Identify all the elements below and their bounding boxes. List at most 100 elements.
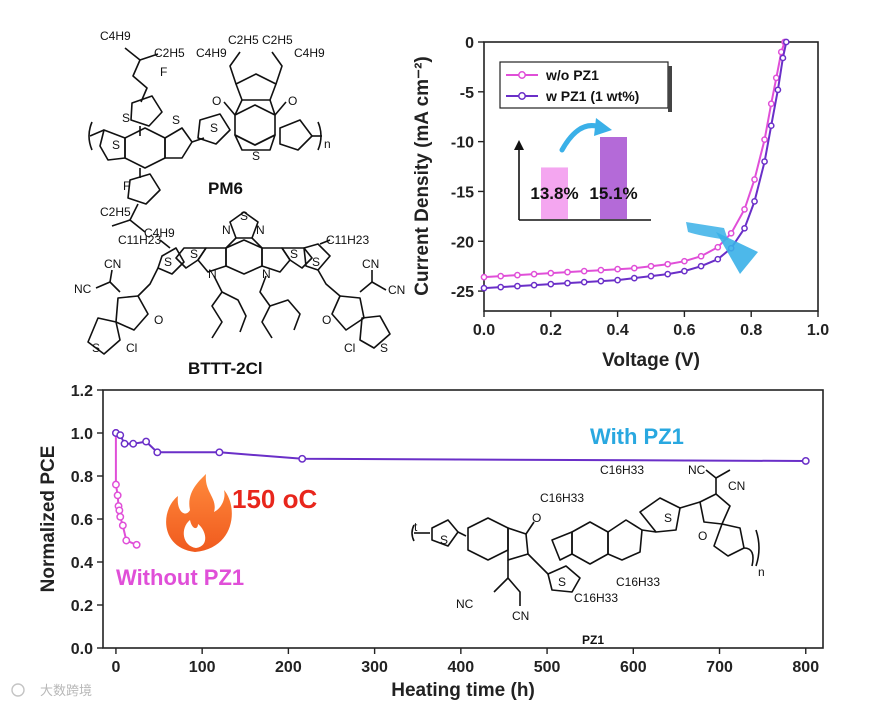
jv-chart: 0.0 0.2 0.4 0.6 0.8 1.0 0 -5 -10 -15 -20 -25 Voltag…	[412, 35, 829, 371]
pz1-atom-c16h33-3: C16H33	[616, 575, 660, 589]
jv-series-1-point-6	[580, 278, 588, 286]
st-series-0-line	[114, 433, 137, 546]
pm6-atom-f-1: F	[160, 65, 167, 79]
jv-xtick-label-3: 0.6	[673, 322, 695, 339]
bttt-atom-c11h23-left: C11H23	[118, 233, 161, 247]
st-xtick-label-1: 100	[189, 659, 216, 676]
bttt-atom-s-1: S	[164, 255, 172, 269]
st-xtick-label-8: 800	[792, 659, 819, 676]
st-series-0-point-1	[111, 480, 120, 489]
jv-series-1-point-18	[761, 158, 768, 165]
jv-series-0-point-8	[614, 265, 621, 273]
jv-series-1-point-9	[630, 274, 638, 282]
bttt-atom-s-2: S	[190, 247, 198, 261]
pz1-atom-s-1: S	[440, 533, 448, 547]
pz1-atom-c16h33-4: C16H33	[574, 591, 618, 605]
legend-label-without: w/o PZ1	[545, 67, 599, 83]
watermark-text: 大数跨境	[40, 684, 92, 699]
jv-series-0-point-13	[697, 252, 705, 260]
pz1-atom-t: t	[414, 520, 418, 534]
bttt-atom-s-6: S	[380, 341, 388, 355]
pm6-atom-f-2: F	[123, 179, 130, 193]
pz1-name: PZ1	[582, 633, 604, 647]
bttt-atom-cl-2: Cl	[344, 341, 355, 355]
inset-y-arrow	[514, 140, 524, 150]
st-ytick-label-5: 1.0	[71, 426, 93, 443]
st-ytick-label-1: 0.2	[71, 598, 93, 615]
st-series-1-point-3	[129, 439, 138, 448]
st-xtick-label-3: 300	[361, 659, 388, 676]
bttt-atom-n-3: N	[208, 267, 217, 281]
st-series-0-point-6	[118, 521, 127, 530]
pz1-atom-cn-1: CN	[512, 609, 529, 623]
st-ytick-label-0: 0.0	[71, 641, 93, 658]
jv-series-0-point-7	[597, 266, 605, 274]
jv-ylabel: Current Density (mA cm⁻²)	[412, 56, 433, 295]
bttt-name: BTTT-2Cl	[188, 359, 263, 378]
pm6-atom-c4h9-4: C4H9	[144, 226, 175, 240]
pz1-atom-o-2: O	[698, 529, 707, 543]
st-series-1-point-8	[801, 457, 810, 465]
bttt-atom-cn-2: CN	[362, 257, 379, 271]
bttt-atom-s-5: S	[92, 341, 100, 355]
pz1-atom-c16h33-1: C16H33	[540, 491, 584, 505]
pm6-atom-s-3: S	[172, 113, 180, 127]
st-xtick-label-7: 700	[706, 659, 733, 676]
pz1-atom-s-2: S	[558, 575, 566, 589]
jv-series-1-point-5	[564, 279, 571, 287]
st-series-1-line	[115, 432, 806, 462]
pz1-atom-c16h33-2: C16H33	[600, 463, 644, 477]
inset-bar-1	[600, 137, 627, 219]
jv-series-0-point-14	[714, 243, 722, 251]
jv-xtick-label-1: 0.2	[540, 322, 562, 339]
bttt-atom-n-2: N	[256, 223, 265, 237]
pm6-atom-o-1: O	[212, 94, 221, 108]
pm6-atom-c2h5-3: C2H5	[262, 33, 293, 47]
pm6-atom-s-2: S	[112, 138, 120, 152]
temperature-label: 150 oC	[232, 484, 317, 514]
pm6-atom-c4h9-2: C4H9	[196, 46, 227, 60]
legend-marker-without	[518, 71, 526, 79]
jv-series-0-point-2	[514, 271, 521, 279]
pm6-atom-c2h5-1: C2H5	[154, 46, 185, 60]
bttt-atom-n-1: N	[222, 223, 231, 237]
jv-series-1-point-17	[751, 198, 758, 205]
st-xtick-label-6: 600	[620, 659, 647, 676]
pz1-atom-n: n	[758, 565, 765, 579]
jv-series-1-point-1	[497, 283, 505, 291]
stability-ylabel: Normalized PCE	[38, 446, 59, 593]
jv-series-1-point-0	[480, 284, 488, 292]
pm6-atom-s-1: S	[122, 111, 130, 125]
jv-legend: w/o PZ1 w PZ1 (1 wt%)	[499, 61, 672, 112]
jv-ytick-label-5: -25	[451, 284, 474, 301]
jv-series-1-point-14	[714, 255, 722, 263]
pm6-atom-o-2: O	[288, 94, 297, 108]
bttt-atom-s-3: S	[290, 247, 298, 261]
jv-series-1-point-13	[697, 262, 705, 270]
jv-xtick-label-2: 0.4	[606, 322, 628, 339]
st-series-1-point-1	[116, 431, 125, 440]
jv-series-1-point-22	[782, 38, 790, 46]
bttt-atom-o-2: O	[322, 313, 331, 327]
jv-series-0-point-1	[497, 272, 505, 280]
pm6-name: PM6	[208, 179, 243, 198]
bttt-structure: S N N N N C11H23 C11H23 S S S S CN NC CN…	[74, 209, 405, 378]
st-ytick-label-2: 0.4	[71, 555, 93, 572]
bttt-atom-s-top: S	[240, 209, 248, 223]
jv-series-1-point-3	[530, 281, 538, 289]
st-series-1-point-4	[142, 437, 151, 446]
jv-ytick-label-1: -5	[460, 85, 474, 102]
stability-chart: 0 100 200 300 400 500 600 700 800 0.0 0.2 0.4 0.6 0.8…	[38, 383, 824, 701]
watermark-logo-icon	[11, 683, 25, 697]
legend-label-with: w PZ1 (1 wt%)	[545, 88, 639, 104]
jv-series-0-point-19	[767, 100, 775, 108]
jv-ytick-label-0: 0	[465, 35, 474, 52]
st-series-1-point-5	[153, 448, 162, 457]
jv-series-1-point-11	[664, 270, 672, 278]
jv-legend-shadow	[668, 66, 672, 112]
pz1-atom-s-3: S	[664, 511, 672, 525]
st-xtick-label-2: 200	[275, 659, 302, 676]
jv-xtick-label-4: 0.8	[740, 322, 762, 339]
st-series-0-point-5	[116, 512, 125, 521]
